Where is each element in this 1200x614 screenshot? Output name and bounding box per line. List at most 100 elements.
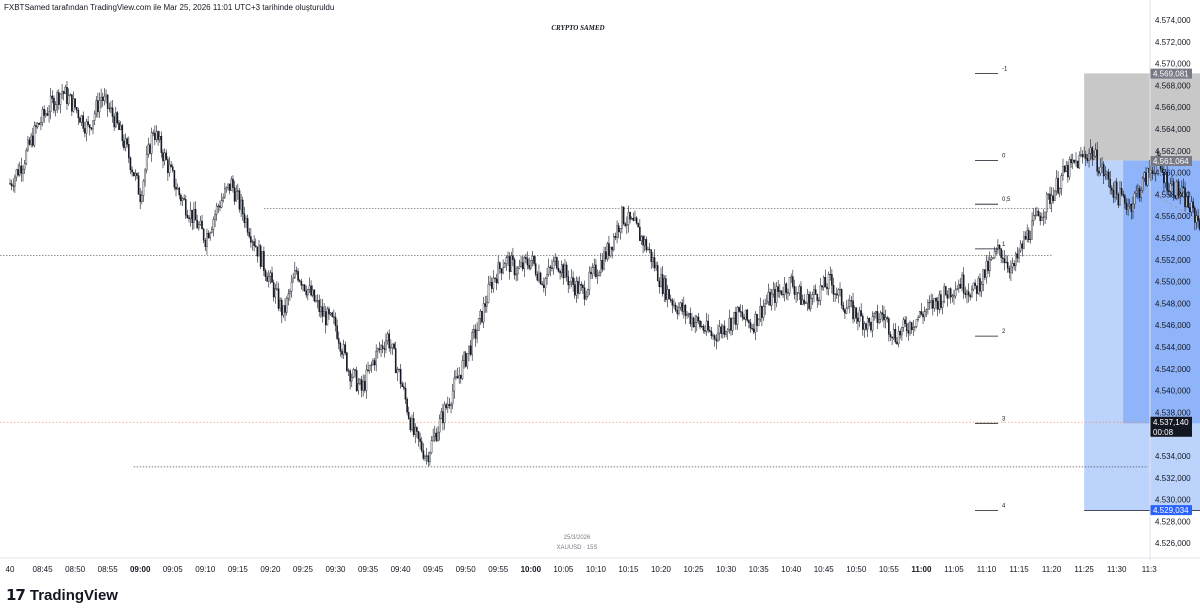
candle-body: [627, 211, 630, 225]
candle-body: [54, 104, 57, 111]
candle-body: [608, 243, 610, 256]
candle-body: [455, 376, 457, 379]
candle-body: [194, 209, 197, 221]
candle-body: [1140, 190, 1142, 198]
x-tick-label: 09:25: [293, 565, 314, 574]
candle-body: [510, 255, 513, 272]
candle-body: [409, 418, 412, 431]
x-tick-label: 11:25: [1074, 565, 1094, 574]
candle-body: [577, 280, 579, 294]
price-axis[interactable]: 4.574,000 4.572,000 4.570,000 4.568,000 4.56…: [1155, 16, 1191, 548]
candle-body: [1006, 261, 1009, 269]
candle-body: [36, 123, 39, 128]
time-axis[interactable]: 40 08:45 08:50 08:55 09:00 09:05 09:10 09:15 09:…: [6, 565, 1158, 574]
candle-body: [793, 286, 796, 295]
candle-body: [437, 431, 439, 441]
candle-body: [251, 241, 254, 243]
candle-body: [1120, 188, 1123, 195]
candle-body: [497, 262, 500, 284]
candle-body: [691, 317, 693, 325]
y-tick-label: 4.554,000: [1155, 234, 1191, 243]
x-tick-label: 09:15: [228, 565, 249, 574]
candle-body: [847, 306, 849, 309]
candle-body: [1099, 166, 1102, 174]
candle-body: [1076, 160, 1079, 169]
candle-body: [539, 272, 542, 285]
candle-body: [578, 284, 581, 294]
candle-body: [1037, 211, 1040, 217]
tradingview-brand[interactable]: 17 TradingView: [6, 586, 118, 604]
candle-body: [259, 245, 262, 267]
candle-body: [80, 115, 83, 123]
candle-body: [1138, 188, 1141, 198]
candle-body: [694, 322, 696, 328]
candle-body: [1163, 172, 1165, 184]
candle-body: [308, 285, 311, 290]
candle-body: [324, 311, 327, 326]
y-tick-label: 4.556,000: [1155, 212, 1191, 221]
fib-label-3: 3: [1002, 416, 1006, 422]
candle-body: [1081, 154, 1084, 157]
x-tick-label: 10:15: [618, 565, 639, 574]
candle-body: [508, 256, 511, 272]
candle-body: [551, 267, 553, 269]
candle-body: [967, 291, 970, 296]
candle-body: [362, 381, 364, 391]
candle-body: [202, 228, 205, 241]
candle-body: [990, 257, 993, 260]
candle-body: [31, 135, 34, 146]
x-tick-label: 09:05: [163, 565, 184, 574]
candle-body: [818, 300, 820, 302]
candle-body: [1050, 195, 1053, 204]
candle-body: [463, 352, 465, 361]
candle-body: [868, 318, 871, 323]
candle-body: [769, 291, 771, 306]
candle-body: [316, 300, 319, 302]
candle-body: [320, 306, 322, 312]
candle-body: [267, 276, 270, 282]
candle-body: [201, 220, 203, 230]
candle-body: [445, 404, 447, 408]
candle-body: [84, 128, 86, 134]
x-tick-label: 10:25: [684, 565, 705, 574]
candles: [9, 80, 1200, 467]
candle-body: [175, 186, 177, 190]
candle-body: [310, 285, 312, 296]
candle-body: [855, 307, 858, 319]
candle-body: [10, 183, 13, 186]
candle-body: [443, 404, 446, 424]
candle-body: [438, 418, 441, 433]
candle-body: [896, 341, 898, 345]
fib-levels: -1 0 0,5 1 2 3 4: [975, 66, 1011, 511]
x-tick-label: 10:20: [651, 565, 672, 574]
candle-body: [206, 233, 208, 247]
candle-body: [931, 300, 934, 309]
candle-body: [658, 280, 661, 287]
candle-body: [655, 265, 657, 269]
candle-body: [95, 100, 98, 115]
candle-body: [150, 132, 153, 154]
candle-body: [536, 274, 539, 281]
candle-body: [1146, 168, 1149, 186]
candle-body: [897, 331, 900, 345]
candle-body: [643, 239, 646, 246]
candle-body: [25, 149, 28, 164]
candle-body: [1104, 174, 1107, 177]
candle-body: [556, 257, 558, 269]
candle-body: [1111, 187, 1113, 191]
candle-body: [687, 313, 690, 315]
candle-body: [126, 138, 128, 145]
candle-body: [134, 173, 137, 177]
candle-body: [1169, 183, 1172, 192]
candle-body: [1143, 172, 1146, 179]
candle-body: [46, 113, 49, 116]
candle-body: [1016, 253, 1019, 259]
candle-body: [375, 350, 377, 366]
candle-body: [586, 289, 589, 297]
candle-body: [401, 383, 404, 387]
candle-body: [938, 294, 941, 310]
candle-body: [1127, 205, 1129, 210]
candle-body: [406, 399, 408, 413]
candle-body: [840, 289, 843, 306]
